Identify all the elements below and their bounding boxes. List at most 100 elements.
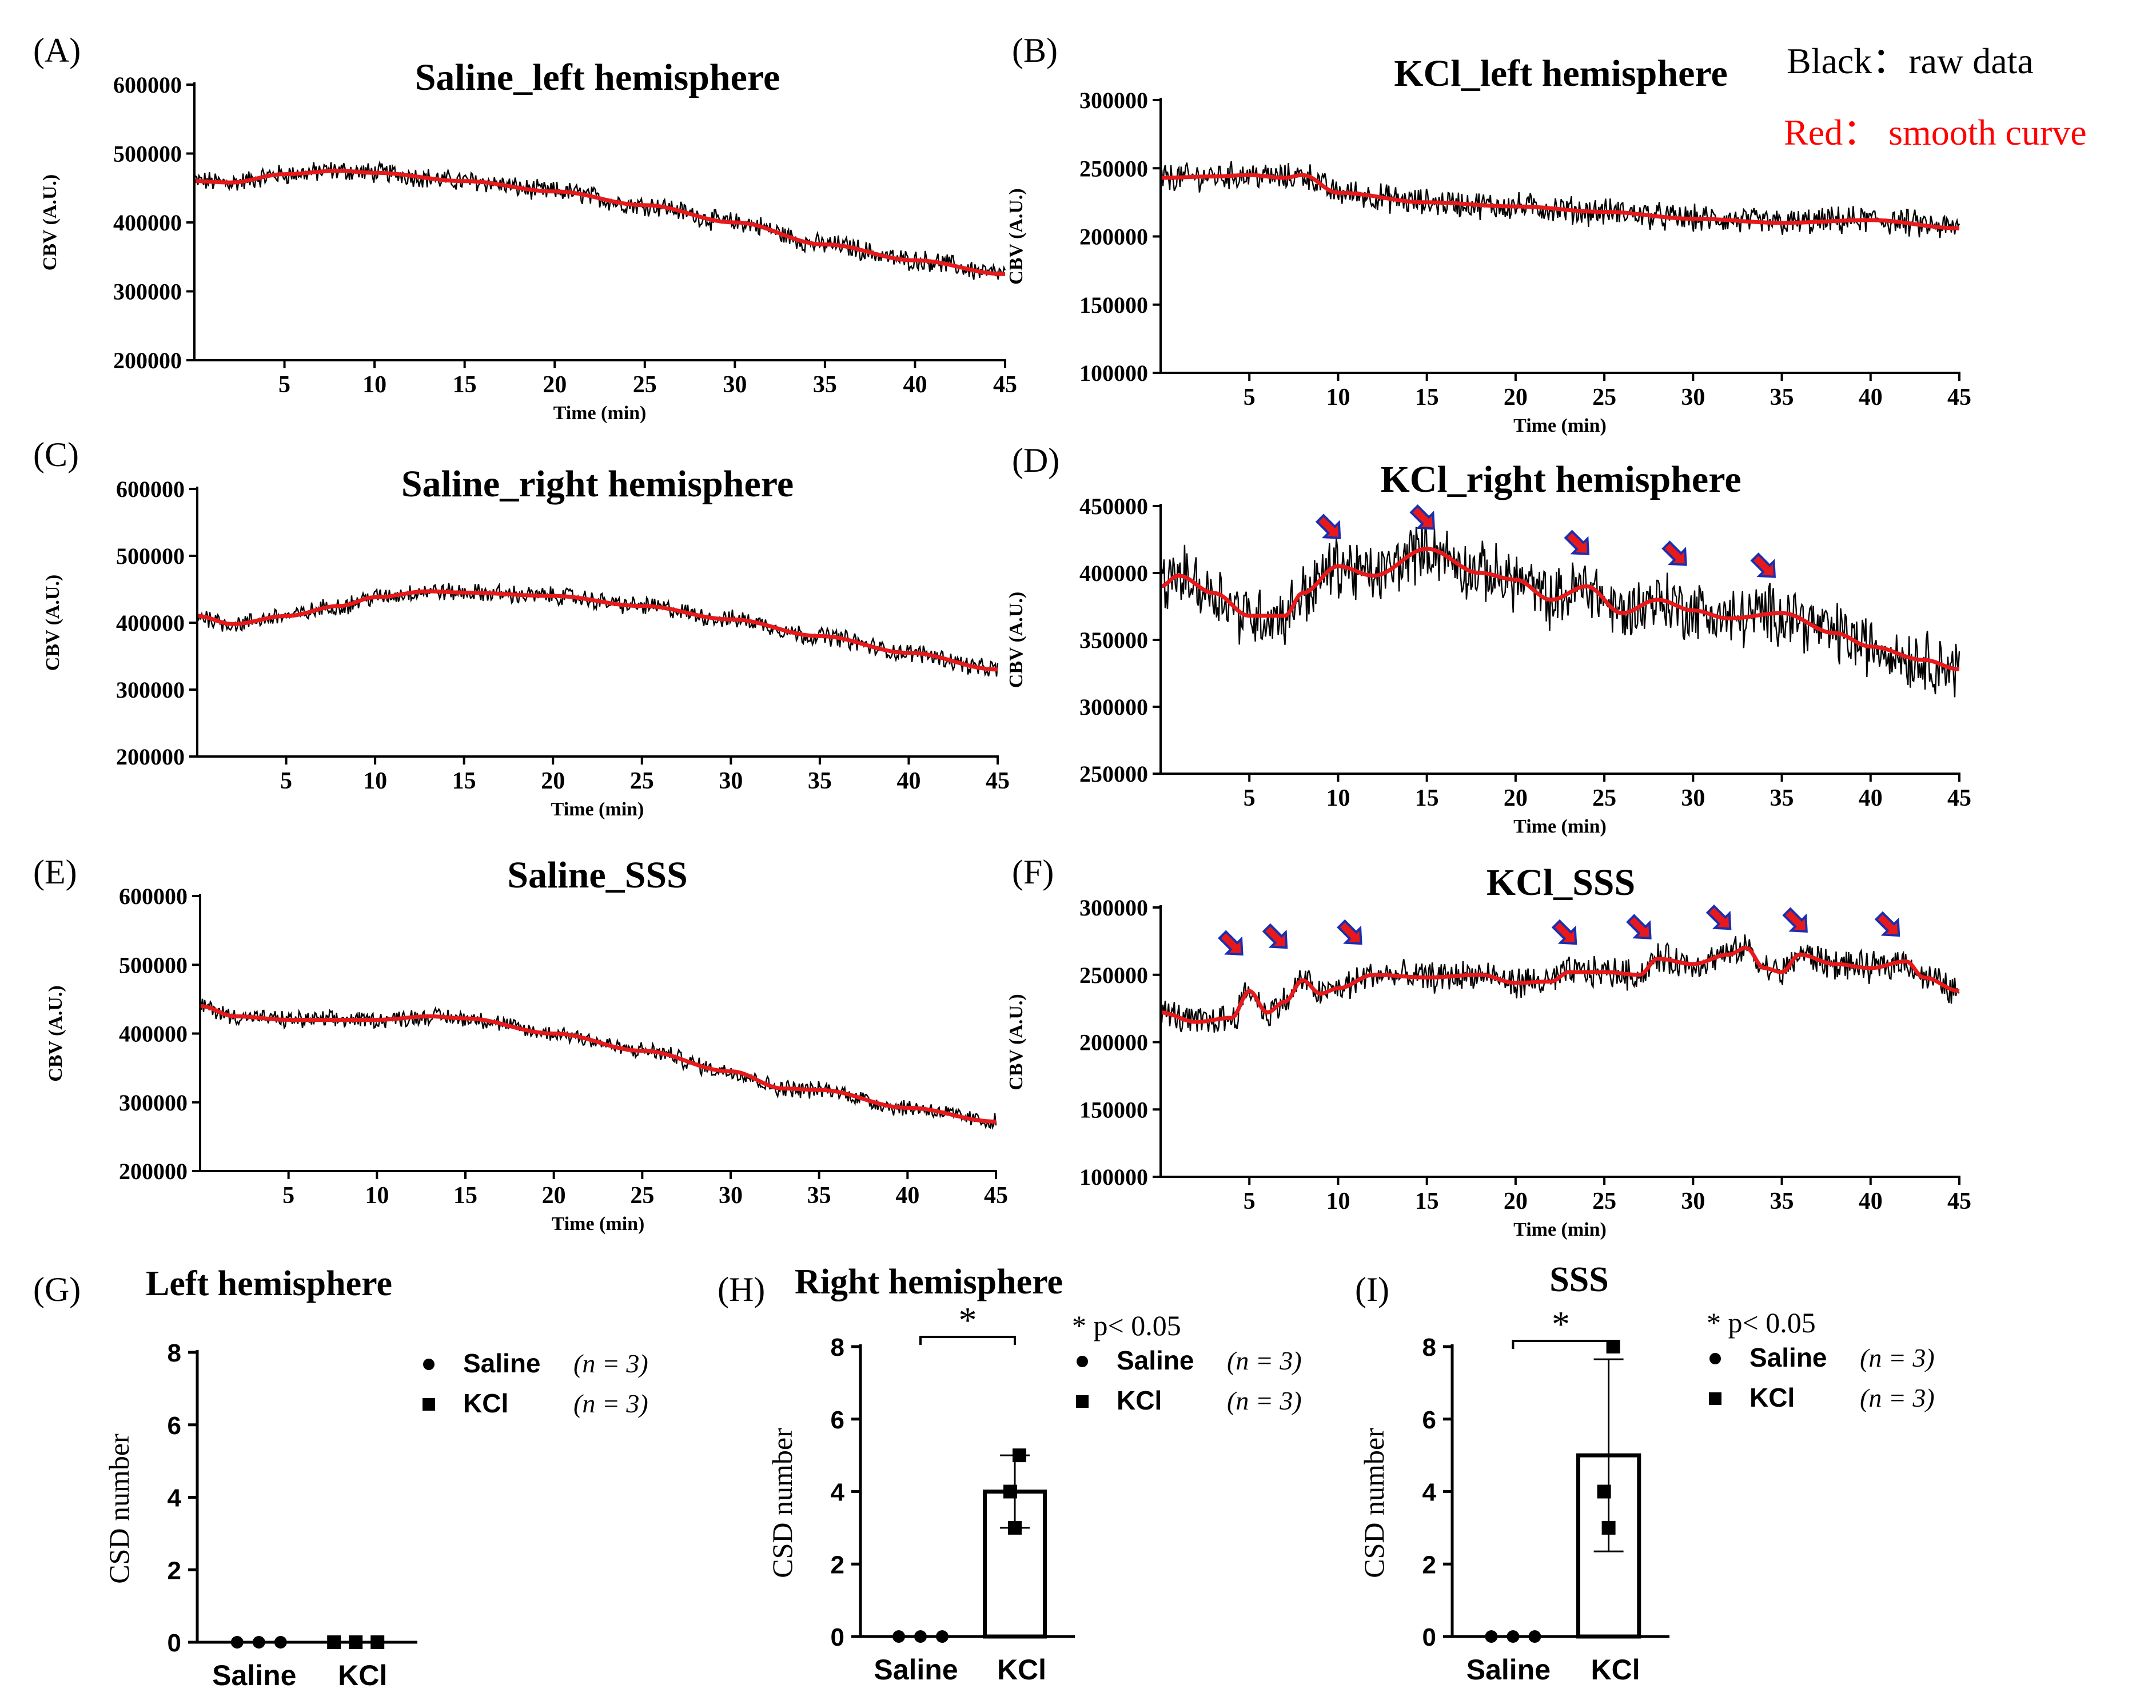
category-label-saline: Saline: [212, 1659, 296, 1691]
category-label-kcl: KCl: [338, 1659, 387, 1691]
y-tick-label: 600000: [113, 72, 182, 98]
panel-label-H: (H): [718, 1271, 765, 1308]
y-axis-label-E: CBV (A.U.): [45, 985, 66, 1081]
panel-label-F: (F): [1012, 853, 1054, 891]
y-tick-label: 0: [831, 1623, 844, 1651]
x-tick-label: 20: [1504, 1188, 1528, 1215]
panel-label-G: (G): [33, 1271, 81, 1308]
y-tick-label: 600000: [116, 476, 185, 502]
y-axis-label-C: CBV (A.U.): [42, 575, 63, 671]
x-tick-label: 20: [541, 768, 565, 794]
x-tick-label: 25: [1592, 1188, 1616, 1215]
legend-marker-saline: [1709, 1353, 1721, 1364]
y-tick-label: 0: [1422, 1623, 1436, 1651]
arrow-shape: [1337, 919, 1362, 945]
y-tick-label: 6: [168, 1412, 181, 1440]
x-tick-label: 35: [1770, 785, 1794, 811]
raw-data-line-A: [193, 160, 1006, 280]
y-tick-label: 300000: [119, 1090, 188, 1116]
y-tick-label: 300000: [113, 279, 182, 305]
smooth-curve-line-C: [197, 589, 998, 672]
x-tick-label: 10: [362, 372, 386, 398]
y-tick-label: 200000: [116, 744, 185, 770]
y-axis-label-I: CSD number: [1358, 1428, 1390, 1578]
p-value-note: * p< 0.05: [1707, 1307, 1816, 1339]
y-tick-label: 4: [168, 1484, 182, 1512]
arrow-shape: [1874, 911, 1900, 937]
x-tick-label: 40: [1859, 384, 1883, 411]
x-tick-label: 45: [1947, 785, 1971, 811]
arrow-marker-F-3: [1551, 919, 1577, 945]
arrow-marker-F-5: [1705, 904, 1732, 930]
category-label-kcl: KCl: [1591, 1654, 1640, 1686]
raw-data-line-D: [1159, 518, 1960, 698]
chart-title-H: Right hemisphere: [795, 1263, 1063, 1301]
legend-n-saline: (n = 3): [573, 1349, 648, 1378]
y-axis-label-B: CBV (A.U.): [1006, 188, 1027, 284]
x-tick-label: 25: [1592, 785, 1616, 811]
arrow-marker-D-3: [1661, 540, 1687, 566]
raw-data-line-F: [1159, 934, 1960, 1033]
y-tick-label: 2: [168, 1556, 181, 1584]
legend-label-kcl: KCl: [463, 1388, 508, 1418]
panel-F: (F) KCl_SSS 100000 150000 200000 250000 300000…: [1006, 853, 1971, 1240]
significance-bracket: [1512, 1340, 1610, 1349]
y-tick-label: 600000: [119, 883, 188, 909]
legend-n-kcl: (n = 3): [573, 1389, 648, 1418]
y-tick-label: 8: [831, 1333, 844, 1361]
raw-data-line-C: [196, 582, 999, 677]
x-tick-label: 10: [365, 1183, 389, 1209]
y-tick-label: 6: [1422, 1406, 1436, 1434]
arrow-marker-F-2: [1337, 919, 1362, 945]
y-axis-label-D: CBV (A.U.): [1006, 592, 1027, 688]
y-tick-label: 2: [1422, 1551, 1436, 1579]
significance-star: *: [959, 1300, 977, 1340]
y-tick-label: 500000: [116, 543, 185, 569]
legend-marker-kcl: [423, 1398, 435, 1411]
category-label-saline: Saline: [1466, 1654, 1551, 1686]
arrow-shape: [1218, 930, 1244, 956]
x-axis-label-A: Time (min): [553, 403, 647, 424]
arrow-marker-D-4: [1750, 552, 1776, 578]
panel-H: (H) Right hemisphere 0 2 4 6 8 Saline KCl CSD num…: [718, 1263, 1302, 1686]
legend-note-raw: Black：raw data: [1787, 41, 2034, 81]
arrow-shape: [1551, 919, 1577, 945]
panel-label-I: (I): [1355, 1271, 1389, 1308]
y-tick-label: 300000: [1079, 895, 1148, 921]
legend-n-kcl: (n = 3): [1860, 1383, 1935, 1412]
x-tick-label: 35: [813, 372, 837, 398]
chart-title-A: Saline_left hemisphere: [415, 57, 780, 98]
legend-label-saline: Saline: [1117, 1345, 1194, 1375]
x-tick-label: 30: [1681, 785, 1705, 811]
x-tick-label: 15: [1415, 785, 1439, 811]
data-point-kcl: [1008, 1520, 1022, 1535]
y-tick-label: 200000: [119, 1158, 188, 1184]
legend-n-saline: (n = 3): [1860, 1343, 1935, 1372]
y-tick-label: 400000: [119, 1021, 188, 1047]
y-tick-label: 300000: [1079, 694, 1148, 720]
chart-title-F: KCl_SSS: [1487, 862, 1635, 903]
arrow-shape: [1626, 914, 1652, 939]
y-tick-label: 200000: [1079, 224, 1148, 250]
y-tick-label: 150000: [1079, 1097, 1148, 1122]
smooth-curve-line-A: [194, 169, 1006, 276]
y-tick-label: 0: [168, 1629, 181, 1657]
x-tick-label: 15: [1415, 384, 1439, 411]
panel-label-B: (B): [1012, 31, 1058, 69]
arrow-marker-F-0: [1218, 930, 1244, 956]
panel-C: (C) Saline_right hemisphere 200000 300000 40…: [33, 436, 1010, 820]
chart-title-E: Saline_SSS: [507, 854, 688, 896]
arrow-shape: [1262, 923, 1288, 949]
x-tick-label: 40: [895, 1183, 919, 1209]
legend-marker-saline: [1077, 1356, 1088, 1367]
smooth-curve-line-B: [1161, 173, 1959, 230]
x-tick-label: 45: [1947, 1188, 1971, 1215]
y-tick-label: 250000: [1079, 156, 1148, 181]
legend-label-kcl: KCl: [1117, 1385, 1162, 1415]
panel-I: (I) SSS 0 2 4 6 8 Saline KCl CSD number * * p< 0.05…: [1355, 1260, 1935, 1686]
raw-data-line-B: [1160, 161, 1960, 238]
x-tick-label: 30: [1681, 1188, 1705, 1215]
x-tick-label: 30: [719, 1183, 743, 1209]
category-label-kcl: KCl: [997, 1654, 1046, 1686]
x-tick-label: 40: [903, 372, 927, 398]
